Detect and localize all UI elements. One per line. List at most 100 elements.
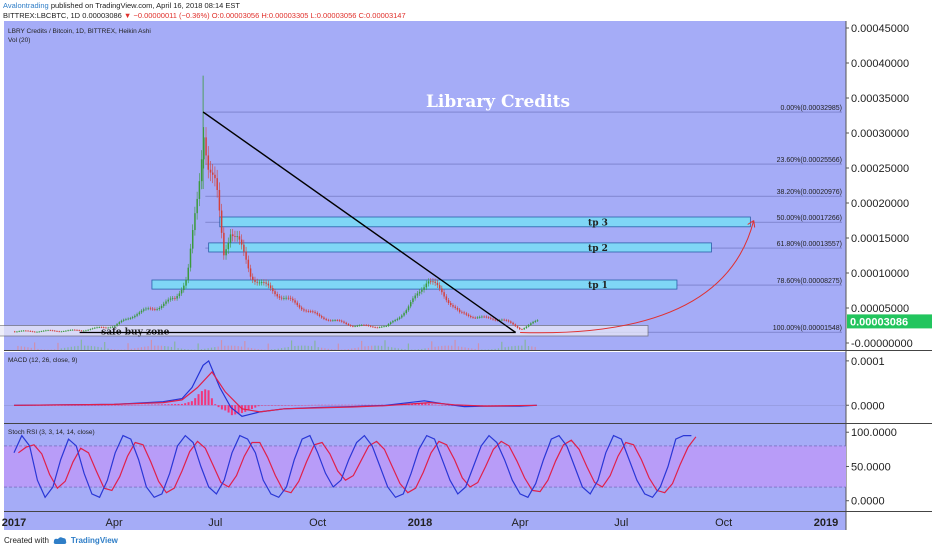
volume-bar	[417, 349, 419, 350]
volume-bar	[521, 345, 523, 350]
candle-body	[414, 295, 416, 299]
macd-histogram-bar	[344, 404, 347, 406]
volume-bar	[347, 349, 349, 350]
volume-bar	[150, 339, 153, 350]
volume-bar	[274, 349, 276, 350]
candle-body	[294, 300, 296, 303]
candle-body	[492, 318, 494, 320]
macd-histogram-bar	[167, 404, 170, 406]
candle-body	[205, 137, 207, 156]
target-zone	[208, 242, 712, 253]
candle-body	[118, 322, 121, 324]
last-price-text: 0.00003086	[82, 11, 122, 20]
volume-bar	[354, 348, 356, 350]
candle-body	[470, 316, 472, 318]
candle-body	[174, 298, 176, 300]
candle-body	[278, 296, 281, 298]
candle-body	[450, 303, 452, 306]
volume-bar	[357, 347, 359, 350]
candle-body	[62, 331, 65, 332]
volume-bar	[377, 345, 379, 350]
candle-body	[216, 178, 218, 190]
candle-body	[467, 314, 470, 317]
macd-histogram-bar	[331, 404, 334, 406]
candle-body	[56, 330, 58, 332]
macd-histogram-bar	[67, 405, 70, 406]
candle-body	[207, 155, 210, 170]
price-tick-label: -0.00000000	[851, 338, 913, 350]
volume-bar	[60, 348, 62, 350]
price-tick-label: 0.00025000	[851, 163, 909, 175]
candle-body	[409, 302, 412, 307]
candle-body	[490, 317, 492, 319]
candle-body	[307, 311, 310, 312]
volume-bar	[391, 347, 393, 350]
macd-histogram-bar	[230, 405, 233, 416]
macd-histogram-bar	[104, 405, 107, 406]
candle-body	[283, 298, 285, 299]
candle-body	[245, 251, 247, 260]
macd-histogram-bar	[290, 405, 293, 406]
macd-histogram-bar	[270, 405, 273, 406]
macd-histogram-bar	[107, 405, 110, 406]
candle-body	[218, 189, 221, 211]
candle-body	[269, 285, 272, 289]
macd-histogram-bar	[60, 405, 63, 406]
macd-histogram-bar	[267, 405, 270, 406]
candle-body	[481, 316, 483, 318]
volume-bar	[300, 345, 303, 350]
volume-bar	[27, 347, 29, 350]
volume-bar	[30, 347, 32, 350]
volume-bar	[207, 348, 209, 350]
volume-bar	[170, 346, 173, 350]
candle-body	[358, 325, 361, 327]
candle-body	[425, 283, 428, 288]
macd-histogram-bar	[174, 404, 177, 406]
volume-label: Vol (20)	[8, 37, 30, 44]
author-link[interactable]: Avalontrading	[3, 1, 49, 10]
volume-bar	[97, 346, 99, 350]
candle-body	[423, 287, 425, 290]
candle-body	[54, 330, 56, 332]
volume-bar	[384, 340, 386, 350]
volume-bar	[20, 346, 22, 350]
candle-body	[60, 331, 63, 333]
candle-body	[327, 319, 330, 321]
candle-body	[458, 309, 461, 312]
tradingview-logo-text[interactable]: TradingView	[70, 536, 118, 545]
macd-histogram-bar	[130, 404, 133, 406]
candle-body	[185, 280, 187, 286]
candle-body	[238, 236, 241, 240]
fib-level-label: 38.20%(0.00020976)	[777, 189, 842, 196]
candle-body	[369, 325, 372, 327]
volume-bar	[17, 345, 19, 350]
volume-bar	[374, 345, 376, 350]
candle-body	[105, 327, 107, 329]
macd-histogram-bar	[250, 405, 253, 410]
volume-bar	[260, 349, 263, 350]
candle-body	[263, 282, 265, 284]
safe-buy-zone	[0, 325, 649, 337]
volume-bar	[174, 341, 176, 350]
candle-body	[387, 323, 390, 327]
candle-body	[485, 316, 488, 318]
candle-body	[341, 320, 343, 322]
volume-bar	[227, 345, 229, 350]
candle-body	[336, 320, 339, 321]
candle-body	[465, 313, 468, 315]
footer: Created with TradingView	[4, 536, 118, 545]
last-price-badge-text: 0.00003086	[850, 316, 908, 328]
volume-bar	[230, 345, 233, 350]
macd-histogram-bar	[310, 404, 313, 406]
candle-body	[67, 330, 69, 332]
volume-bar	[531, 346, 533, 350]
candle-body	[527, 324, 530, 327]
candle-body	[496, 320, 499, 322]
candle-body	[196, 198, 198, 214]
volume-bar	[517, 345, 520, 350]
volume-bar	[77, 345, 79, 350]
volume-bar	[457, 346, 460, 350]
time-tick-label: Jul	[614, 517, 628, 529]
volume-bar	[250, 348, 253, 350]
candle-body	[69, 329, 72, 331]
